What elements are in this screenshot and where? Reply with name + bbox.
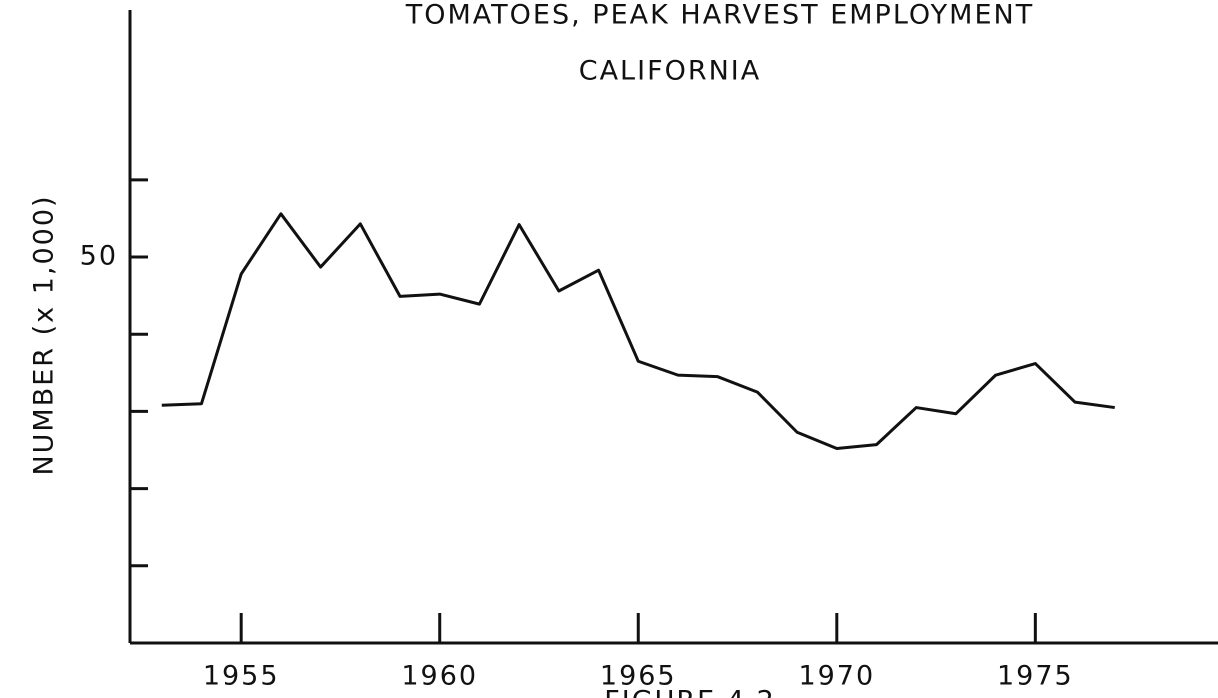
x-tick-label: 1965 [600,661,677,692]
y-axis-label: NUMBER (x 1,000) [29,194,60,475]
x-tick-label: 1970 [798,661,875,692]
data-line [161,212,1115,450]
x-tick-label: 1960 [401,661,478,692]
x-tick-label: 1955 [203,661,280,692]
caption: FIGURE 4.2 [604,686,776,698]
chart-subtitle: CALIFORNIA [579,56,762,87]
x-tick-label: 1975 [997,661,1074,692]
y-tick-label: 50 [80,241,118,272]
chart-title: TOMATOES, PEAK HARVEST EMPLOYMENT [405,0,1034,31]
